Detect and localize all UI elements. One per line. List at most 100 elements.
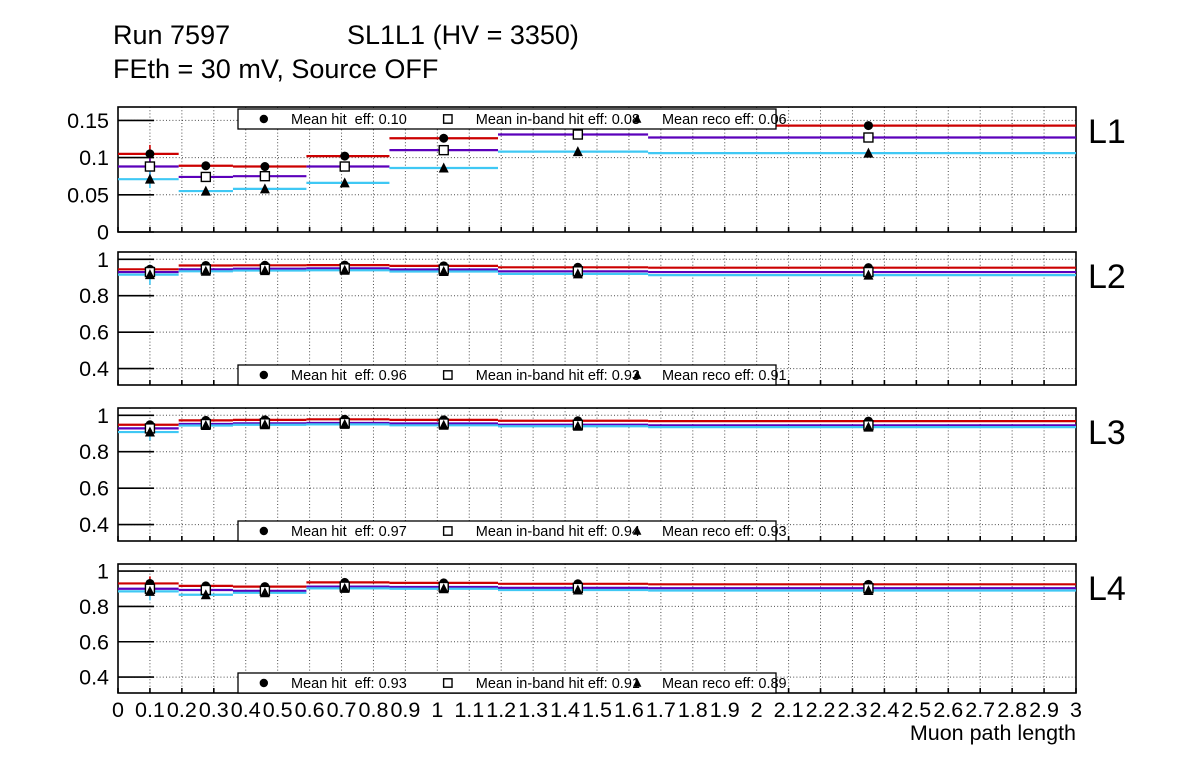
legend-marker-square [442, 370, 453, 380]
x-tick-label: 2.1 [774, 698, 804, 722]
y-tick-label: 0.4 [79, 357, 109, 381]
y-tick-label: 0.4 [79, 666, 109, 690]
y-tick-label: 0.8 [79, 440, 109, 464]
x-tick-label: 2.6 [933, 698, 963, 722]
panel-label-L3: L3 [1088, 414, 1126, 452]
legend-label-inband: Mean in-band hit eff: 0.08 [476, 112, 640, 128]
marker-triangle-reco [144, 269, 155, 280]
marker-circle-hit [145, 149, 155, 159]
legend-box-L3 [237, 520, 777, 542]
legend-label-reco: Mean reco eff: 0.89 [662, 676, 787, 692]
marker-square-inband [200, 171, 212, 183]
y-tick-label: 0 [97, 221, 109, 245]
legend-marker-triangle [632, 114, 642, 123]
conditions-title: FEth = 30 mV, Source OFF [113, 54, 439, 84]
marker-triangle-reco [259, 419, 270, 430]
legend-box-L4 [237, 672, 777, 694]
x-tick-label: 2.9 [1029, 698, 1059, 722]
x-tick-label: 3 [1070, 698, 1082, 722]
x-tick-label: 2.5 [901, 698, 931, 722]
marker-triangle-reco [438, 419, 449, 430]
marker-triangle-reco [144, 585, 155, 596]
legend-marker-circle [259, 370, 269, 380]
legend-label-hit: Mean hit eff: 0.93 [291, 676, 407, 692]
legend-label-inband: Mean in-band hit eff: 0.93 [476, 368, 640, 384]
x-tick-label: 0.3 [199, 698, 229, 722]
legend-marker-square [442, 114, 453, 124]
x-tick-label: 2.2 [806, 698, 836, 722]
x-tick-label: 0.2 [167, 698, 197, 722]
x-tick-label: 2.4 [869, 698, 899, 722]
marker-triangle-reco [200, 589, 211, 600]
legend-label-inband: Mean in-band hit eff: 0.94 [476, 524, 640, 540]
marker-square-inband [339, 161, 350, 172]
marker-square-inband [259, 170, 271, 182]
marker-triangle-reco [339, 582, 350, 593]
legend-label-reco: Mean reco eff: 0.93 [662, 524, 787, 540]
x-tick-label: 0.6 [295, 698, 325, 722]
marker-triangle-reco [438, 583, 449, 594]
legend-marker-circle [259, 526, 269, 536]
x-tick-label: 1.7 [646, 698, 676, 722]
legend-label-reco: Mean reco eff: 0.06 [662, 112, 787, 128]
marker-circle-hit [201, 161, 211, 171]
x-tick-label: 1.5 [582, 698, 612, 722]
x-tick-label: 2.8 [997, 698, 1027, 722]
x-tick-label: 0.1 [135, 698, 165, 722]
x-tick-label: 0.5 [263, 698, 293, 722]
marker-triangle-reco [572, 146, 583, 157]
panel-label-L4: L4 [1088, 570, 1126, 608]
legend-label-inband: Mean in-band hit eff: 0.91 [476, 676, 640, 692]
marker-triangle-reco [863, 147, 874, 158]
panel-label-L1: L1 [1088, 113, 1126, 151]
y-tick-label: 1 [97, 560, 109, 584]
marker-triangle-reco [144, 173, 155, 184]
legend-marker-square [442, 526, 453, 536]
x-tick-label: 2.3 [838, 698, 868, 722]
y-tick-label: 0.6 [79, 321, 109, 345]
marker-triangle-reco [572, 420, 583, 431]
marker-triangle-reco [339, 418, 350, 429]
legend-label-hit: Mean hit eff: 0.97 [291, 524, 407, 540]
y-tick-label: 0.8 [79, 284, 109, 308]
marker-square-inband [438, 144, 449, 156]
x-tick-label: 1.1 [454, 698, 484, 722]
marker-triangle-reco [863, 585, 874, 596]
legend-box-L1 [237, 108, 777, 130]
marker-triangle-reco [259, 265, 270, 276]
marker-triangle-reco [259, 183, 270, 194]
y-tick-label: 0.6 [79, 630, 109, 654]
x-tick-label: 1.4 [550, 698, 580, 722]
x-tick-label: 0.9 [390, 698, 420, 722]
legend-box-L2 [237, 364, 777, 386]
marker-circle-hit [439, 133, 449, 143]
legend-marker-triangle [632, 678, 642, 687]
run-title: Run 7597 [113, 20, 231, 50]
marker-triangle-reco [144, 426, 155, 437]
y-tick-label: 0.1 [79, 146, 109, 170]
marker-square-inband [863, 132, 874, 143]
marker-triangle-reco [339, 264, 350, 275]
marker-square-inband [572, 129, 584, 140]
x-tick-label: 0.7 [327, 698, 357, 722]
marker-triangle-reco [863, 269, 874, 280]
x-tick-label: 2 [751, 698, 763, 722]
marker-triangle-reco [572, 584, 583, 595]
x-axis-title: Muon path length [909, 721, 1076, 745]
x-tick-label: 1 [431, 698, 443, 722]
y-tick-label: 1 [97, 248, 109, 272]
y-tick-label: 1 [97, 404, 109, 428]
y-tick-label: 0.6 [79, 477, 109, 501]
legend-marker-triangle [632, 370, 642, 379]
chamber-title: SL1L1 (HV = 3350) [347, 20, 579, 50]
marker-circle-hit [340, 151, 350, 161]
marker-triangle-reco [438, 162, 449, 173]
legend-marker-circle [259, 678, 269, 688]
x-tick-label: 1.2 [486, 698, 516, 722]
y-tick-label: 0.05 [67, 183, 109, 207]
legend-marker-square [442, 678, 453, 688]
legend-marker-triangle [632, 526, 642, 535]
marker-triangle-reco [438, 265, 449, 276]
